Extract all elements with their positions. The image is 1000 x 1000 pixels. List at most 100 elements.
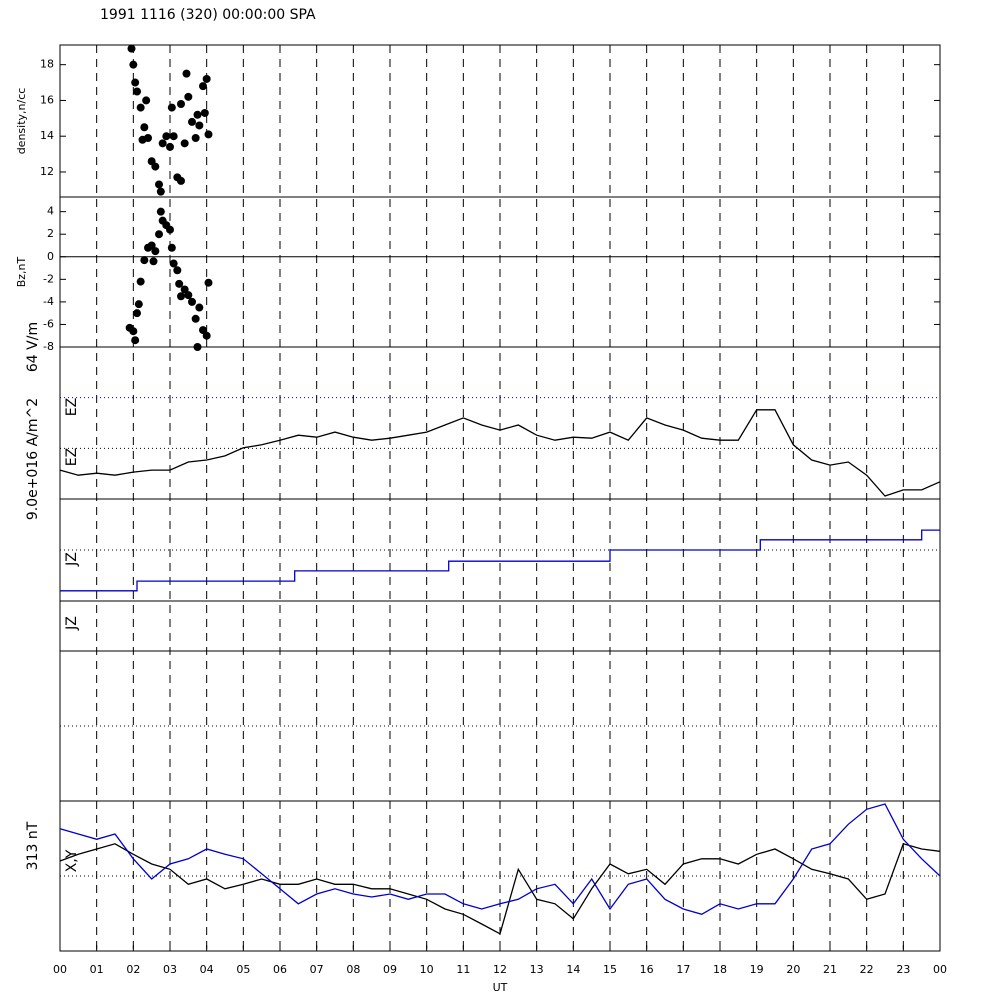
data-point [177, 176, 185, 185]
panel-label: JZ [64, 616, 80, 631]
y-tick-label: 12 [40, 165, 54, 178]
data-point [156, 187, 165, 196]
data-line [59, 409, 941, 497]
data-point [133, 87, 141, 96]
data-point [162, 132, 171, 141]
y-tick-label: 0 [47, 250, 54, 263]
data-point [202, 74, 211, 83]
data-point [195, 303, 204, 312]
data-point [180, 139, 189, 148]
data-point [140, 256, 149, 265]
x-tick-label: 18 [713, 963, 727, 976]
x-tick-label: 01 [90, 963, 104, 976]
data-point [191, 133, 200, 142]
x-tick-label: 10 [420, 963, 434, 976]
data-point [133, 309, 141, 318]
data-point [204, 130, 213, 139]
data-point [188, 297, 196, 306]
data-point [195, 121, 204, 130]
x-tick-label: 09 [383, 963, 397, 976]
data-point [147, 241, 156, 250]
data-point [204, 278, 213, 287]
chart-title: 1991 1116 (320) 00:00:00 SPA [100, 7, 316, 23]
data-point [151, 162, 160, 171]
data-point [177, 100, 185, 109]
data-point [199, 326, 207, 335]
data-point [177, 292, 185, 301]
data-point [166, 142, 174, 151]
data-point [155, 230, 163, 239]
data-point [142, 96, 151, 105]
y-axis-label: Bz,nT [15, 256, 28, 287]
data-point [199, 82, 207, 91]
scale-label: 313 nT [25, 821, 41, 870]
data-point [127, 44, 136, 53]
x-tick-label: 07 [310, 963, 324, 976]
data-point [184, 92, 193, 101]
data-point [169, 132, 178, 141]
data-point [191, 314, 200, 323]
data-point [158, 139, 167, 148]
x-tick-label: 23 [896, 963, 910, 976]
data-point [188, 117, 196, 126]
y-tick-label: -6 [43, 317, 54, 330]
scale-label: 9.0e+016 A/m^2 [25, 398, 41, 520]
data-point [140, 123, 149, 132]
y-tick-label: 18 [40, 58, 54, 71]
data-point [136, 277, 145, 286]
panel-label: EZ [64, 398, 80, 416]
data-point [202, 331, 211, 340]
x-tick-label: 06 [273, 963, 287, 976]
data-point [182, 69, 191, 78]
y-tick-label: -4 [43, 295, 54, 308]
y-tick-label: -8 [43, 340, 54, 353]
data-point [155, 180, 163, 189]
x-tick-label: 00 [53, 963, 67, 976]
x-axis-label: UT [493, 981, 508, 994]
data-point [151, 247, 160, 256]
y-tick-label: 4 [47, 205, 54, 218]
y-tick-label: -2 [43, 272, 54, 285]
x-tick-label: 17 [676, 963, 690, 976]
data-point [129, 60, 138, 69]
y-axis-label: density,n/cc [15, 88, 28, 155]
data-point [175, 279, 184, 288]
panel-label: JZ [64, 552, 80, 567]
data-point [169, 259, 178, 268]
data-point [200, 108, 209, 117]
scale-label: 64 V/m [25, 322, 41, 372]
data-point [184, 291, 193, 300]
y-tick-label: 16 [40, 93, 54, 106]
data-point [193, 110, 202, 119]
panel-label: EZ [64, 448, 80, 466]
data-point [149, 257, 158, 266]
data-point [167, 243, 176, 252]
x-tick-label: 02 [126, 963, 140, 976]
x-tick-label: 11 [456, 963, 470, 976]
y-tick-label: 14 [40, 129, 54, 142]
y-tick-label: 2 [47, 227, 54, 240]
data-point [144, 133, 152, 142]
data-point [136, 103, 145, 112]
x-tick-label: 08 [346, 963, 360, 976]
data-point [134, 300, 143, 309]
data-point [166, 225, 174, 234]
panel-frame [59, 600, 941, 802]
x-tick-label: 14 [566, 963, 580, 976]
data-point [131, 78, 140, 87]
x-tick-label: 03 [163, 963, 177, 976]
x-tick-label: 05 [236, 963, 250, 976]
x-tick-label: 21 [823, 963, 837, 976]
data-point [156, 207, 165, 216]
x-tick-label: 13 [530, 963, 544, 976]
data-line [59, 843, 941, 935]
panel-label: X,Y [64, 849, 80, 872]
data-point [129, 327, 138, 336]
x-tick-label: 20 [786, 963, 800, 976]
x-tick-label: 12 [493, 963, 507, 976]
x-tick-label: 15 [603, 963, 617, 976]
x-tick-label: 00 [933, 963, 947, 976]
data-line [59, 803, 941, 916]
data-line [60, 529, 940, 592]
